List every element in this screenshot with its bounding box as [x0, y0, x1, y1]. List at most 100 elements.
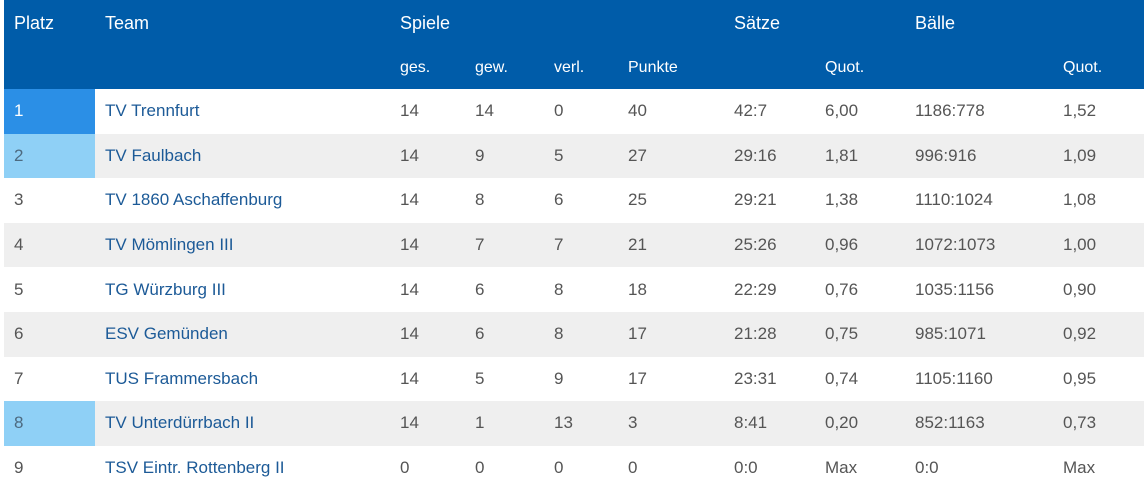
team-link[interactable]: TV Faulbach	[95, 133, 390, 179]
balls-quotient: 0,73	[1053, 401, 1144, 446]
header-gew[interactable]: gew.	[475, 58, 508, 76]
table-row: 8 TV Unterdürrbach II 14 1 13 3 8:41 0,2…	[4, 401, 1144, 446]
games-lost: 6	[554, 190, 564, 210]
sets: 42:7	[734, 101, 768, 121]
games-won: 7	[465, 222, 544, 268]
sets: 22:29	[734, 279, 777, 299]
table-row: 9 TSV Eintr. Rottenberg II 0 0 0 0 0:0 M…	[4, 446, 1144, 490]
rank-cell: 4	[4, 222, 95, 268]
points: 27	[618, 133, 724, 179]
team-link[interactable]: TUS Frammersbach	[105, 368, 259, 388]
games-played: 14	[400, 190, 419, 210]
balls-quotient: 1,08	[1063, 190, 1097, 210]
balls-quotient: 0,90	[1063, 279, 1097, 299]
rank-cell: 9	[14, 458, 24, 478]
sets-quotient: 0,96	[815, 222, 905, 268]
rank-cell: 2	[4, 133, 95, 179]
table-header: Platz Team Spiele Sätze Bälle ges. gew. …	[4, 0, 1144, 89]
sets: 8:41	[724, 401, 815, 446]
points: 25	[628, 190, 647, 210]
points: 18	[628, 279, 647, 299]
table-row: 1 TV Trennfurt 14 14 0 40 42:7 6,00 1186…	[4, 89, 1144, 134]
table-row: 5 TG Würzburg III 14 6 8 18 22:29 0,76 1…	[4, 267, 1144, 312]
games-played: 14	[400, 101, 419, 121]
games-lost: 0	[554, 101, 564, 121]
games-played: 14	[390, 133, 465, 179]
games-won: 5	[475, 368, 485, 388]
games-lost: 0	[554, 458, 564, 478]
sets: 29:21	[734, 190, 777, 210]
rank-cell: 6	[4, 311, 95, 357]
rank-cell: 1	[4, 89, 95, 134]
balls: 996:916	[905, 133, 1053, 179]
sets-quotient: Max	[825, 458, 858, 478]
header-ges[interactable]: ges.	[400, 58, 431, 76]
team-link[interactable]: TG Würzburg III	[105, 279, 226, 299]
games-won: 6	[465, 311, 544, 357]
games-lost: 8	[554, 279, 564, 299]
games-won: 14	[475, 101, 494, 121]
team-link[interactable]: TV 1860 Aschaffenburg	[105, 190, 283, 210]
header-baelle-quot[interactable]: Quot.	[1063, 58, 1103, 76]
header-saetze: Sätze	[734, 12, 781, 33]
team-link[interactable]: ESV Gemünden	[95, 311, 390, 357]
table-row: 4 TV Mömlingen III 14 7 7 21 25:26 0,96 …	[4, 222, 1144, 268]
table-row: 2 TV Faulbach 14 9 5 27 29:16 1,81 996:9…	[4, 133, 1144, 179]
sets-quotient: 0,20	[815, 401, 905, 446]
team-link[interactable]: TV Trennfurt	[105, 101, 200, 121]
header-platz[interactable]: Platz	[14, 12, 55, 33]
table-body: 1 TV Trennfurt 14 14 0 40 42:7 6,00 1186…	[4, 89, 1144, 490]
rank-cell: 8	[4, 401, 95, 446]
balls: 985:1071	[905, 311, 1053, 357]
table-row: 3 TV 1860 Aschaffenburg 14 8 6 25 29:21 …	[4, 178, 1144, 223]
header-verl[interactable]: verl.	[554, 58, 585, 76]
sets-quotient: 0,76	[825, 279, 859, 299]
header-baelle: Bälle	[915, 12, 956, 33]
sets: 23:31	[734, 368, 777, 388]
header-saetze-quot[interactable]: Quot.	[825, 58, 865, 76]
points: 3	[618, 401, 724, 446]
games-won: 8	[475, 190, 485, 210]
points: 0	[628, 458, 638, 478]
header-punkte[interactable]: Punkte	[628, 58, 678, 76]
rank-cell: 7	[14, 368, 24, 388]
games-won: 6	[475, 279, 485, 299]
rank-cell: 5	[14, 279, 24, 299]
standings-table: Platz Team Spiele Sätze Bälle ges. gew. …	[4, 0, 1144, 490]
sets-quotient: 1,38	[825, 190, 859, 210]
team-link[interactable]: TV Unterdürrbach II	[95, 401, 390, 446]
sets-quotient: 1,81	[815, 133, 905, 179]
points: 17	[618, 311, 724, 357]
balls-quotient: 1,09	[1053, 133, 1144, 179]
balls: 1186:778	[915, 101, 985, 121]
sets-quotient: 0,75	[815, 311, 905, 357]
balls: 1072:1073	[905, 222, 1053, 268]
games-won: 1	[465, 401, 544, 446]
games-played: 14	[390, 222, 465, 268]
sets-quotient: 0,74	[825, 368, 859, 388]
games-played: 0	[400, 458, 410, 478]
balls-quotient: 1,52	[1063, 101, 1097, 121]
points: 21	[618, 222, 724, 268]
sets: 29:16	[724, 133, 815, 179]
games-lost: 5	[544, 133, 618, 179]
balls: 1035:1156	[915, 279, 995, 299]
team-link[interactable]: TV Mömlingen III	[95, 222, 390, 268]
header-spiele: Spiele	[400, 12, 451, 33]
games-won: 0	[475, 458, 485, 478]
balls-quotient: 0,95	[1063, 368, 1097, 388]
rank-cell: 3	[14, 190, 24, 210]
balls: 852:1163	[905, 401, 1053, 446]
balls: 0:0	[915, 458, 939, 478]
sets: 21:28	[724, 311, 815, 357]
sets-quotient: 6,00	[825, 101, 859, 121]
games-lost: 8	[544, 311, 618, 357]
sets: 25:26	[724, 222, 815, 268]
games-played: 14	[400, 368, 419, 388]
balls-quotient: 0,92	[1053, 311, 1144, 357]
header-team[interactable]: Team	[105, 12, 150, 33]
balls-quotient: 1,00	[1053, 222, 1144, 268]
balls: 1110:1024	[915, 190, 993, 210]
team-link[interactable]: TSV Eintr. Rottenberg II	[105, 458, 285, 478]
points: 40	[628, 101, 647, 121]
